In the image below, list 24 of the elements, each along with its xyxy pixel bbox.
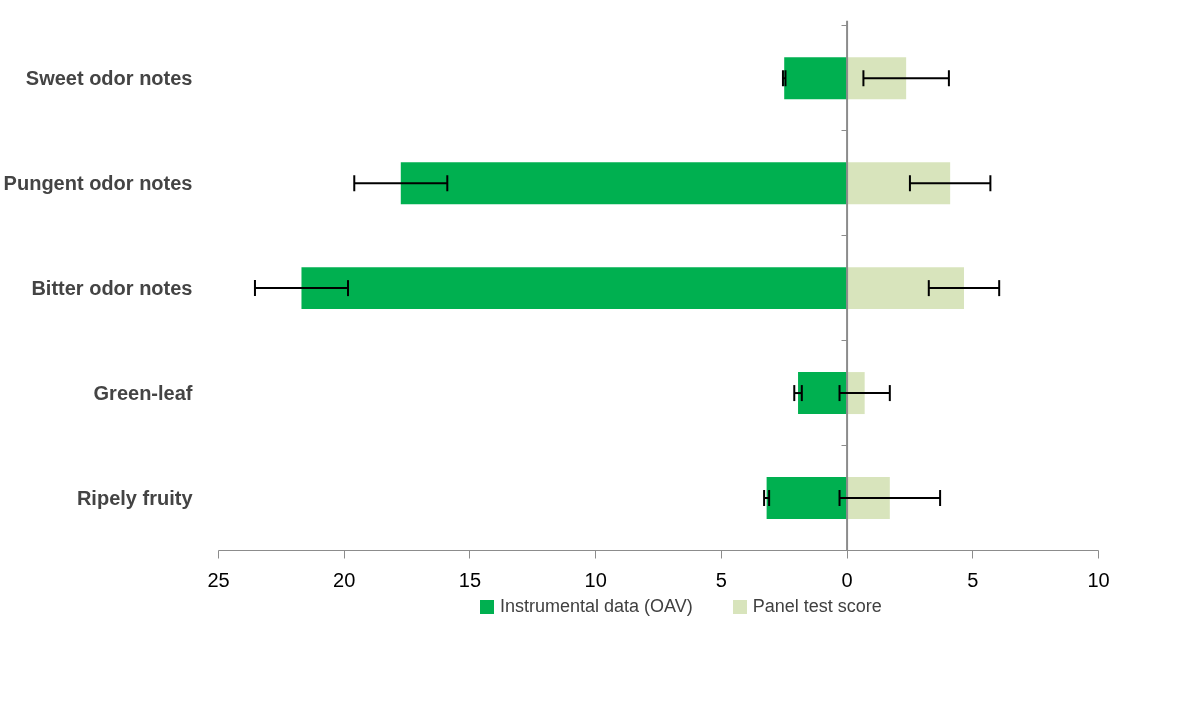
legend-label: Instrumental data (OAV) (500, 595, 693, 618)
bar (798, 372, 848, 415)
bar (784, 57, 848, 100)
y-tick-label: Green-leaf (93, 382, 193, 405)
x-tick-label: 5 (715, 568, 727, 591)
bar (301, 267, 848, 310)
bar (766, 477, 848, 520)
bar (847, 57, 907, 100)
x-tick-label: 0 (841, 568, 853, 591)
y-tick-label: Ripely fruity (76, 487, 194, 510)
x-tick-label: 15 (458, 568, 482, 591)
y-tick-label: Bitter odor notes (31, 277, 193, 300)
y-tick-label: Pungent odor notes (3, 172, 193, 195)
x-tick-label: 5 (967, 568, 979, 591)
bar (400, 162, 848, 205)
x-tick-label: 25 (207, 568, 230, 591)
legend-label: Panel test score (752, 595, 882, 618)
bar (847, 477, 890, 520)
x-tick-label: 10 (1087, 568, 1110, 591)
bar (847, 162, 951, 205)
bar (847, 267, 964, 310)
y-tick-label: Sweet odor notes (25, 67, 193, 90)
x-tick-label: 20 (333, 568, 356, 591)
x-tick-label: 10 (584, 568, 607, 591)
